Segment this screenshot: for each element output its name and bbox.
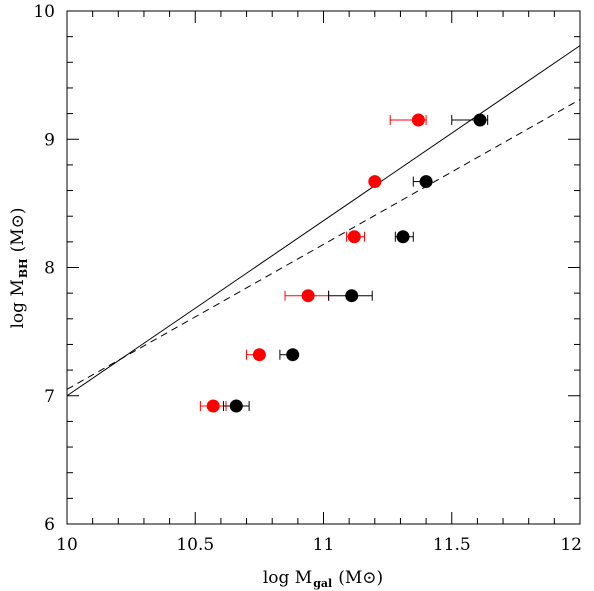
fit-line-solid	[66, 45, 581, 397]
x-tick-label: 10.5	[176, 535, 214, 555]
data-point	[368, 175, 382, 189]
x-tick-label: 11.5	[433, 535, 471, 555]
fit-line-dashed	[66, 99, 581, 390]
data-point	[328, 289, 373, 303]
y-axis-title-main: log M	[8, 279, 28, 328]
data-point	[346, 230, 366, 244]
data-point	[222, 399, 250, 413]
point-marker	[419, 175, 433, 189]
tick-labels: 10 10.5 11 11.5 12 6 7 8 9 10	[33, 2, 582, 555]
axis-ticks	[66, 10, 581, 525]
y-tick-label: 9	[44, 130, 55, 150]
point-marker	[286, 348, 300, 362]
x-tick-label: 12	[560, 535, 582, 555]
data-point	[389, 113, 427, 127]
point-marker	[368, 175, 382, 189]
x-axis-title: log Mgal (M⊙)	[263, 568, 383, 590]
point-marker	[206, 399, 220, 413]
point-marker	[345, 289, 359, 303]
data-point	[284, 289, 330, 303]
data-point	[394, 230, 414, 244]
point-marker	[396, 230, 410, 244]
data-point	[279, 348, 300, 362]
y-tick-label: 6	[44, 515, 55, 535]
y-tick-label: 8	[44, 259, 55, 279]
x-tick-label: 10	[56, 535, 78, 555]
y-axis-title: log MBH (M⊙)	[8, 208, 30, 329]
data-point	[246, 348, 266, 362]
plot-frame	[66, 10, 581, 525]
point-marker	[229, 399, 243, 413]
point-marker	[411, 113, 425, 127]
x-tick-label: 11	[313, 535, 335, 555]
data-point	[451, 113, 489, 127]
fit-lines	[66, 45, 581, 397]
x-axis-title-main: log M	[263, 568, 312, 588]
data-points	[199, 113, 489, 413]
data-point	[412, 175, 433, 189]
y-tick-label: 7	[44, 387, 55, 407]
point-marker	[473, 113, 487, 127]
point-marker	[301, 289, 315, 303]
x-axis-title-sub: gal	[313, 577, 332, 590]
y-tick-label: 10	[33, 2, 55, 22]
y-axis-title-sub: BH	[17, 258, 30, 278]
x-axis-title-unit: (M⊙)	[338, 568, 383, 588]
point-marker	[347, 230, 361, 244]
point-marker	[252, 348, 266, 362]
data-point	[199, 399, 227, 413]
y-axis-title-unit: (M⊙)	[8, 208, 28, 253]
